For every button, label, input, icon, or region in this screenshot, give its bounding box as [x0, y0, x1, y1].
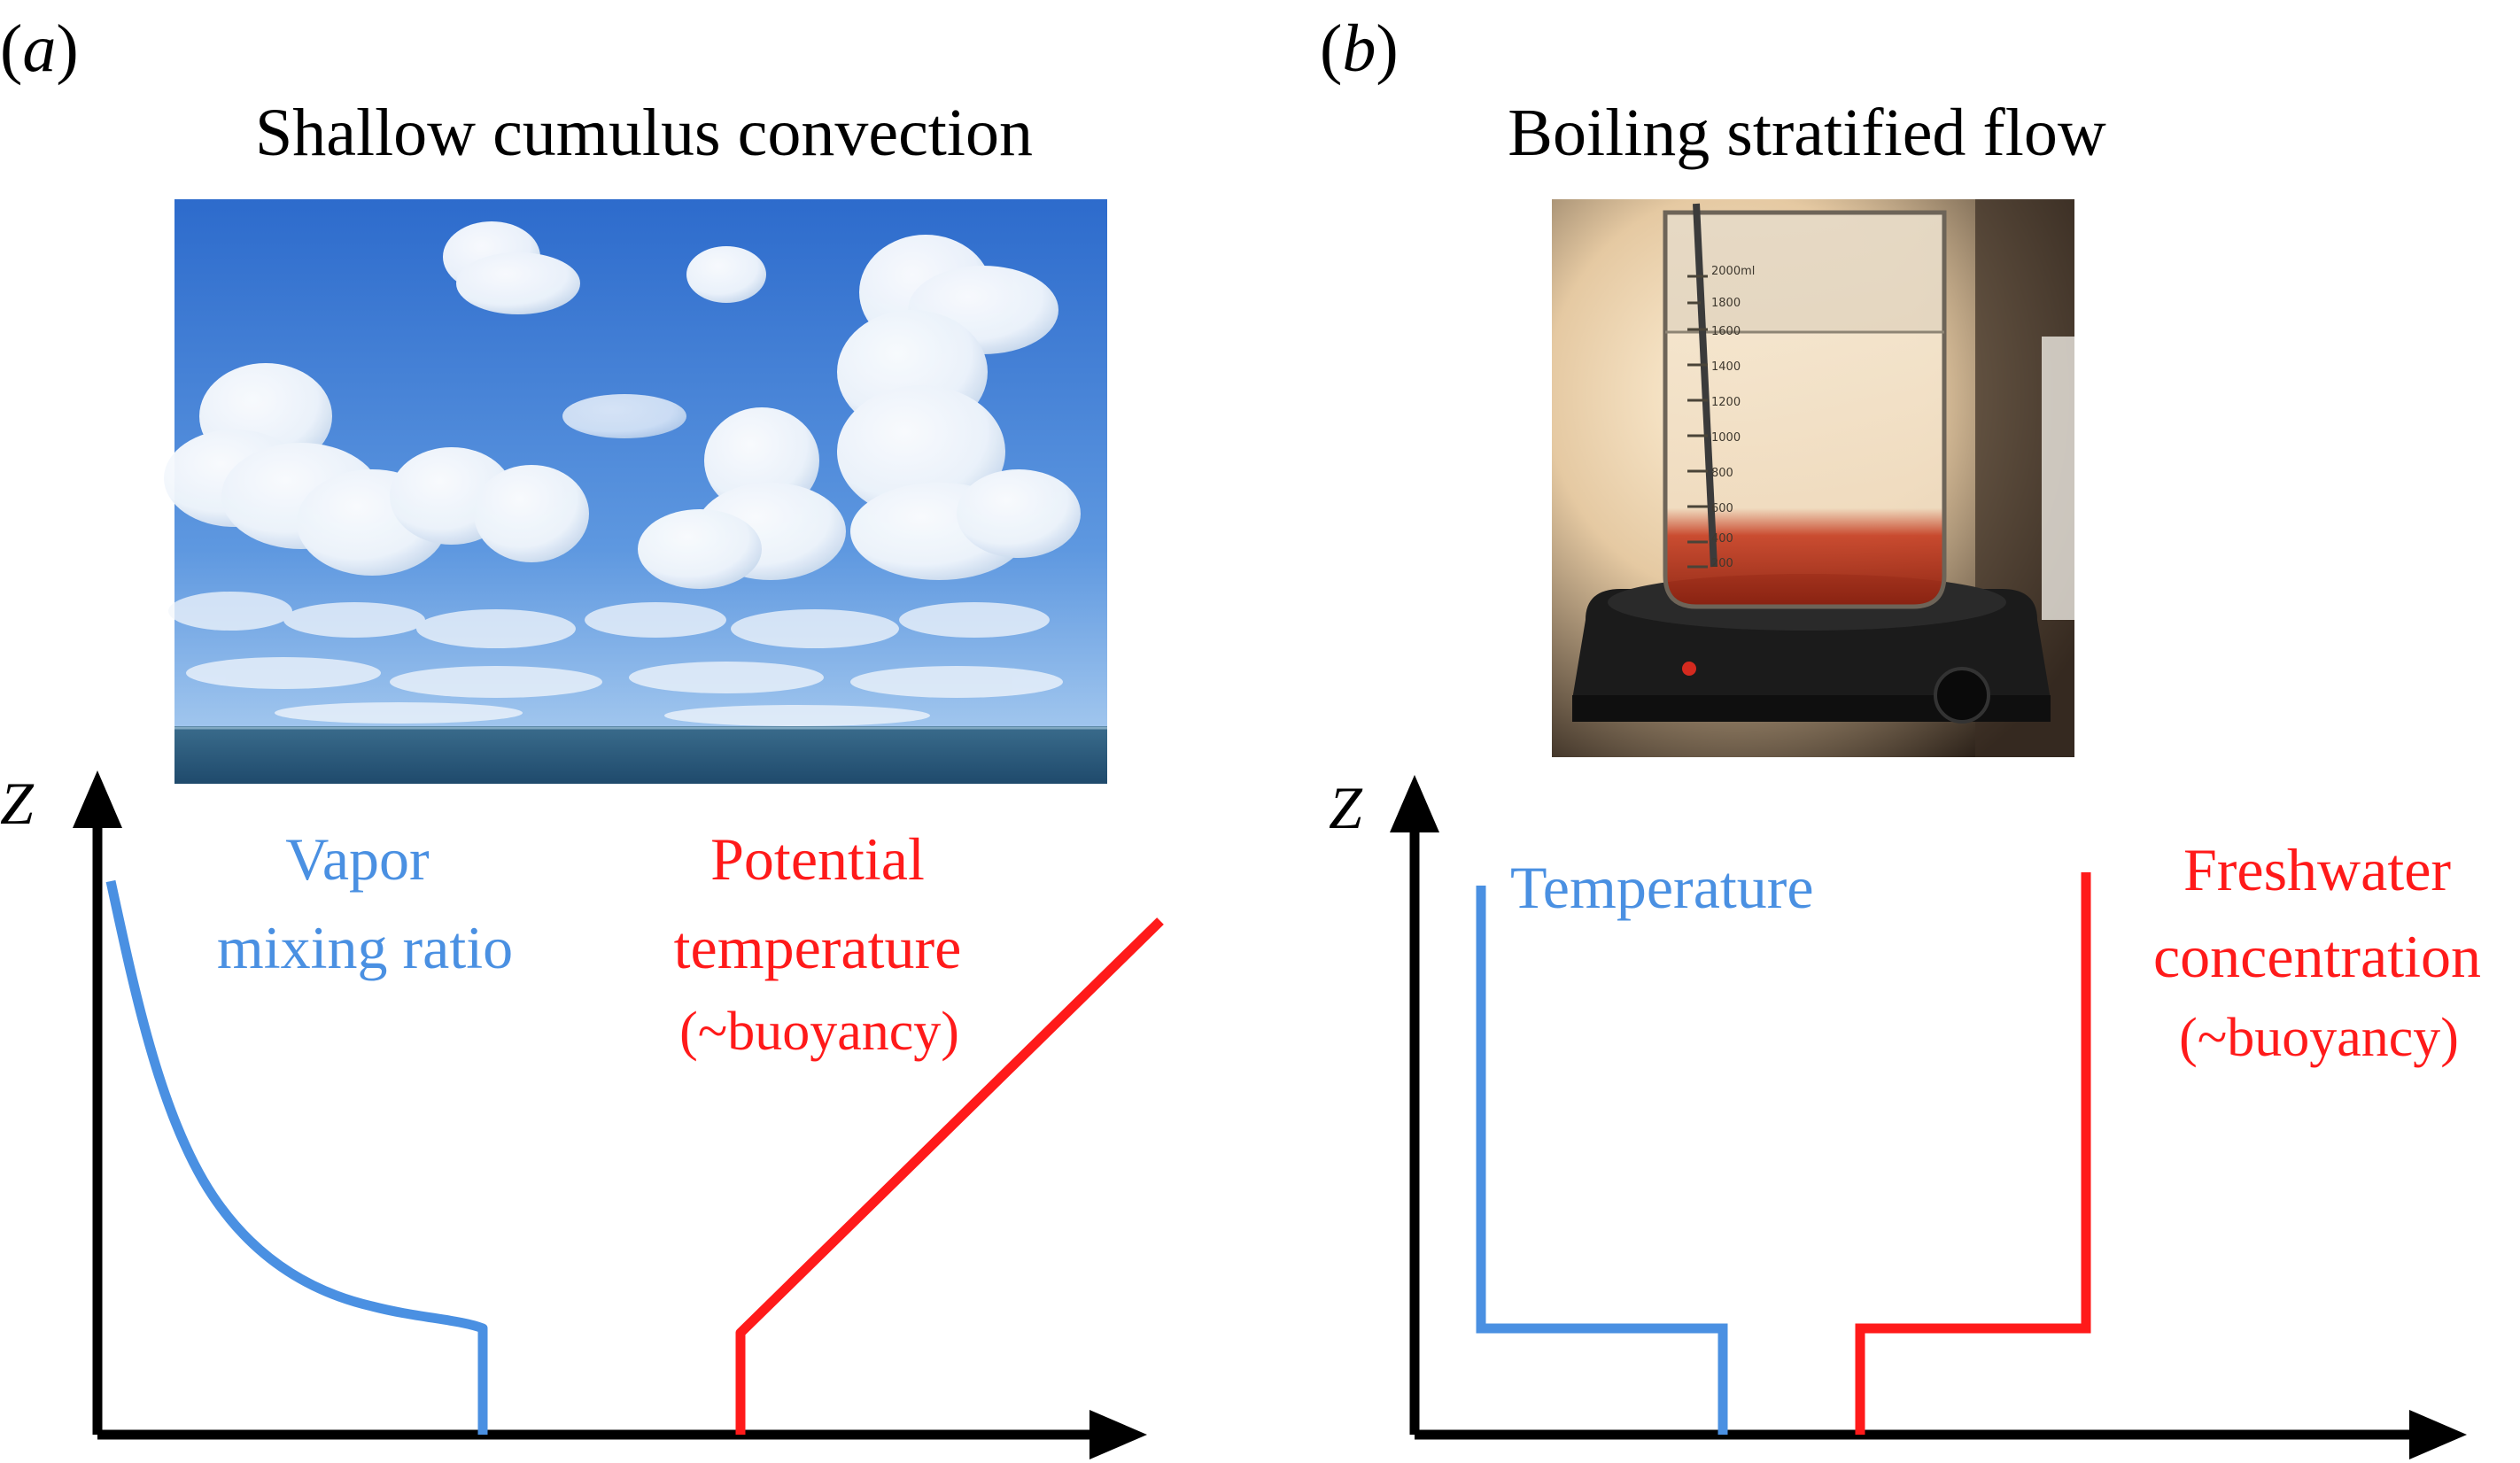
beaker-mark-1200: 1200	[1711, 396, 1741, 409]
panel-b-x-arrowhead	[2409, 1410, 2467, 1459]
panel-b-title: Boiling stratified flow	[1508, 96, 2106, 170]
temperature-curve	[1476, 886, 1728, 1435]
beaker-mark-400: 400	[1711, 532, 1733, 546]
beaker-mark-1400: 1400	[1711, 360, 1741, 374]
panel-b-z-arrowhead	[1390, 775, 1439, 832]
panel-a-letter: (a)	[0, 12, 79, 86]
panel-b-axis-label: Z	[1329, 774, 1363, 841]
panel-b: (b) Boiling stratified flow	[1320, 12, 2485, 1459]
beaker-mark-200: 200	[1711, 557, 1733, 570]
panel-a-x-arrowhead	[1089, 1410, 1147, 1459]
temperature-label: Temperature	[1510, 854, 1814, 921]
vapor-mixing-ratio-curve	[105, 879, 488, 1435]
beaker-mark-1000: 1000	[1711, 431, 1741, 445]
freshwater-concentration-curve	[1855, 872, 2091, 1435]
beaker-photo: 2000ml 1800 1600 1400 1200 1000 800 600 …	[1552, 199, 2074, 757]
panel-b-axes	[1409, 801, 2427, 1440]
beaker-mark-600: 600	[1711, 502, 1733, 515]
beaker-mark-2000: 2000ml	[1711, 265, 1755, 278]
panel-a-axes	[92, 797, 1107, 1440]
freshwater-concentration-label: Freshwater concentration (~buoyancy)	[2153, 836, 2485, 1068]
beaker-mark-1800: 1800	[1711, 297, 1741, 310]
beaker-mark-1600: 1600	[1711, 325, 1741, 338]
panel-b-letter: (b)	[1320, 12, 1399, 86]
potential-temperature-label: Potential temperature (~buoyancy)	[674, 825, 965, 1062]
panel-a-axis-label: Z	[0, 770, 35, 837]
vapor-label: Vapor mixing ratio	[217, 825, 513, 981]
panel-a-title: Shallow cumulus convection	[255, 96, 1033, 170]
cumulus-photo	[164, 199, 1107, 784]
potential-temperature-curve	[735, 917, 1164, 1435]
panel-a: (a) Shallow cumulus convection	[0, 12, 1164, 1459]
panel-a-z-arrowhead	[73, 770, 122, 828]
beaker-mark-800: 800	[1711, 467, 1733, 480]
